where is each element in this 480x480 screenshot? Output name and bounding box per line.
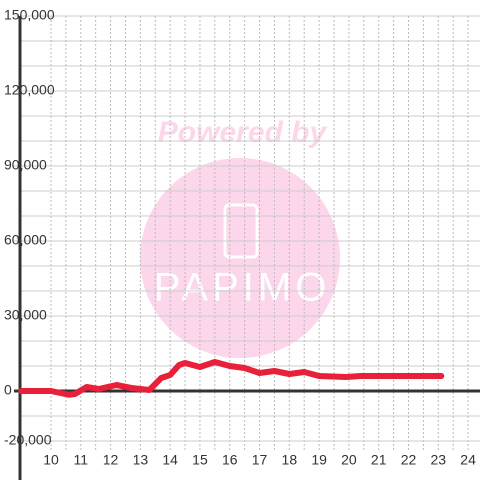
watermark-logo: PAPIMO bbox=[154, 266, 331, 310]
y-tick-label: 60,000 bbox=[4, 232, 47, 248]
watermark-icon bbox=[223, 203, 259, 259]
x-tick-label: 14 bbox=[162, 452, 178, 468]
x-tick-label: 17 bbox=[252, 452, 268, 468]
x-tick-label: 20 bbox=[341, 452, 357, 468]
x-tick-label: 21 bbox=[371, 452, 387, 468]
x-tick-label: 24 bbox=[460, 452, 476, 468]
y-tick-label: 30,000 bbox=[4, 307, 47, 323]
watermark-text: Powered by bbox=[158, 116, 328, 149]
x-tick-label: 16 bbox=[222, 452, 238, 468]
x-tick-label: 22 bbox=[401, 452, 417, 468]
x-tick-label: 19 bbox=[311, 452, 327, 468]
x-tick-label: 12 bbox=[103, 452, 119, 468]
x-tick-label: 11 bbox=[74, 452, 89, 468]
x-tick-label: 10 bbox=[43, 452, 59, 468]
y-tick-label: 150,000 bbox=[4, 7, 55, 23]
data-line bbox=[18, 359, 445, 398]
x-tick-label: 15 bbox=[192, 452, 208, 468]
y-tick-label: 0 bbox=[4, 382, 12, 398]
y-tick-label: 120,000 bbox=[4, 82, 55, 98]
y-tick-label: -20,000 bbox=[4, 432, 52, 448]
x-tick-label: 23 bbox=[431, 452, 447, 468]
x-tick-label: 13 bbox=[133, 452, 149, 468]
x-tick-label: 18 bbox=[282, 452, 298, 468]
y-tick-label: 90,000 bbox=[4, 157, 47, 173]
